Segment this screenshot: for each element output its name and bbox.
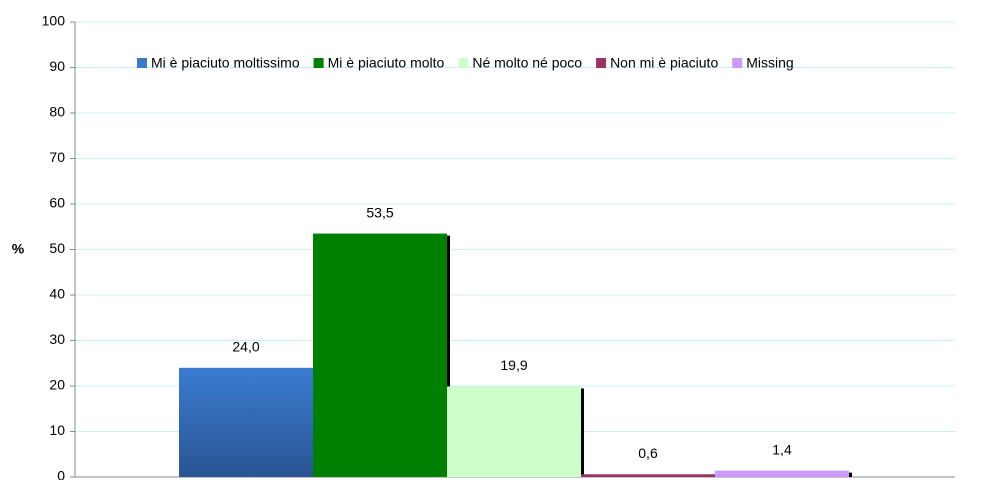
bar [313, 233, 447, 477]
y-tick-label: 80 [49, 104, 65, 120]
legend-label: Mi è piaciuto molto [328, 55, 445, 71]
bar [447, 386, 581, 477]
y-tick-label: 50 [49, 240, 65, 256]
y-tick-label: 70 [49, 149, 65, 165]
legend-label: Missing [746, 55, 793, 71]
data-label: 0,6 [638, 445, 658, 461]
bar [179, 367, 313, 477]
y-tick-label: 100 [42, 13, 66, 29]
legend-swatch [313, 58, 324, 68]
bar [581, 474, 715, 477]
y-tick-label: 0 [57, 468, 65, 480]
legend-swatch [596, 58, 607, 68]
y-tick-label: 60 [49, 195, 65, 211]
y-tick-label: 30 [49, 331, 65, 347]
legend-label: Né molto né poco [472, 55, 582, 71]
data-label: 53,5 [366, 204, 393, 220]
y-tick-label: 90 [49, 58, 65, 74]
legend-label: Mi è piaciuto moltissimo [151, 55, 300, 71]
y-tick-label: 10 [49, 422, 65, 438]
legend-swatch [732, 58, 743, 68]
data-label: 19,9 [500, 357, 527, 373]
bar [715, 470, 849, 477]
data-label: 1,4 [772, 441, 792, 457]
legend-label: Non mi è piaciuto [610, 55, 718, 71]
y-tick-label: 20 [49, 377, 65, 393]
legend-swatch [137, 58, 147, 68]
legend-swatch [458, 58, 469, 68]
data-label: 24,0 [232, 339, 259, 355]
y-tick-label: 40 [49, 286, 65, 302]
y-axis-label: % [12, 241, 25, 257]
